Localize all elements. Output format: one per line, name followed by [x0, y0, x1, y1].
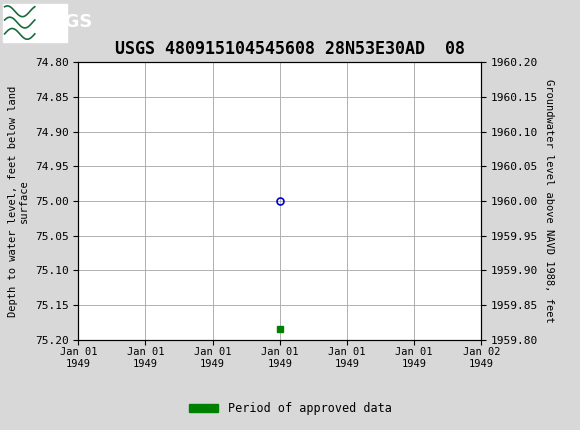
FancyBboxPatch shape	[3, 3, 67, 42]
Y-axis label: Depth to water level, feet below land
surface: Depth to water level, feet below land su…	[8, 86, 29, 316]
Legend: Period of approved data: Period of approved data	[184, 397, 396, 420]
Text: USGS: USGS	[38, 12, 93, 31]
Y-axis label: Groundwater level above NAVD 1988, feet: Groundwater level above NAVD 1988, feet	[544, 79, 554, 323]
Text: USGS 480915104545608 28N53E30AD  08: USGS 480915104545608 28N53E30AD 08	[115, 40, 465, 58]
